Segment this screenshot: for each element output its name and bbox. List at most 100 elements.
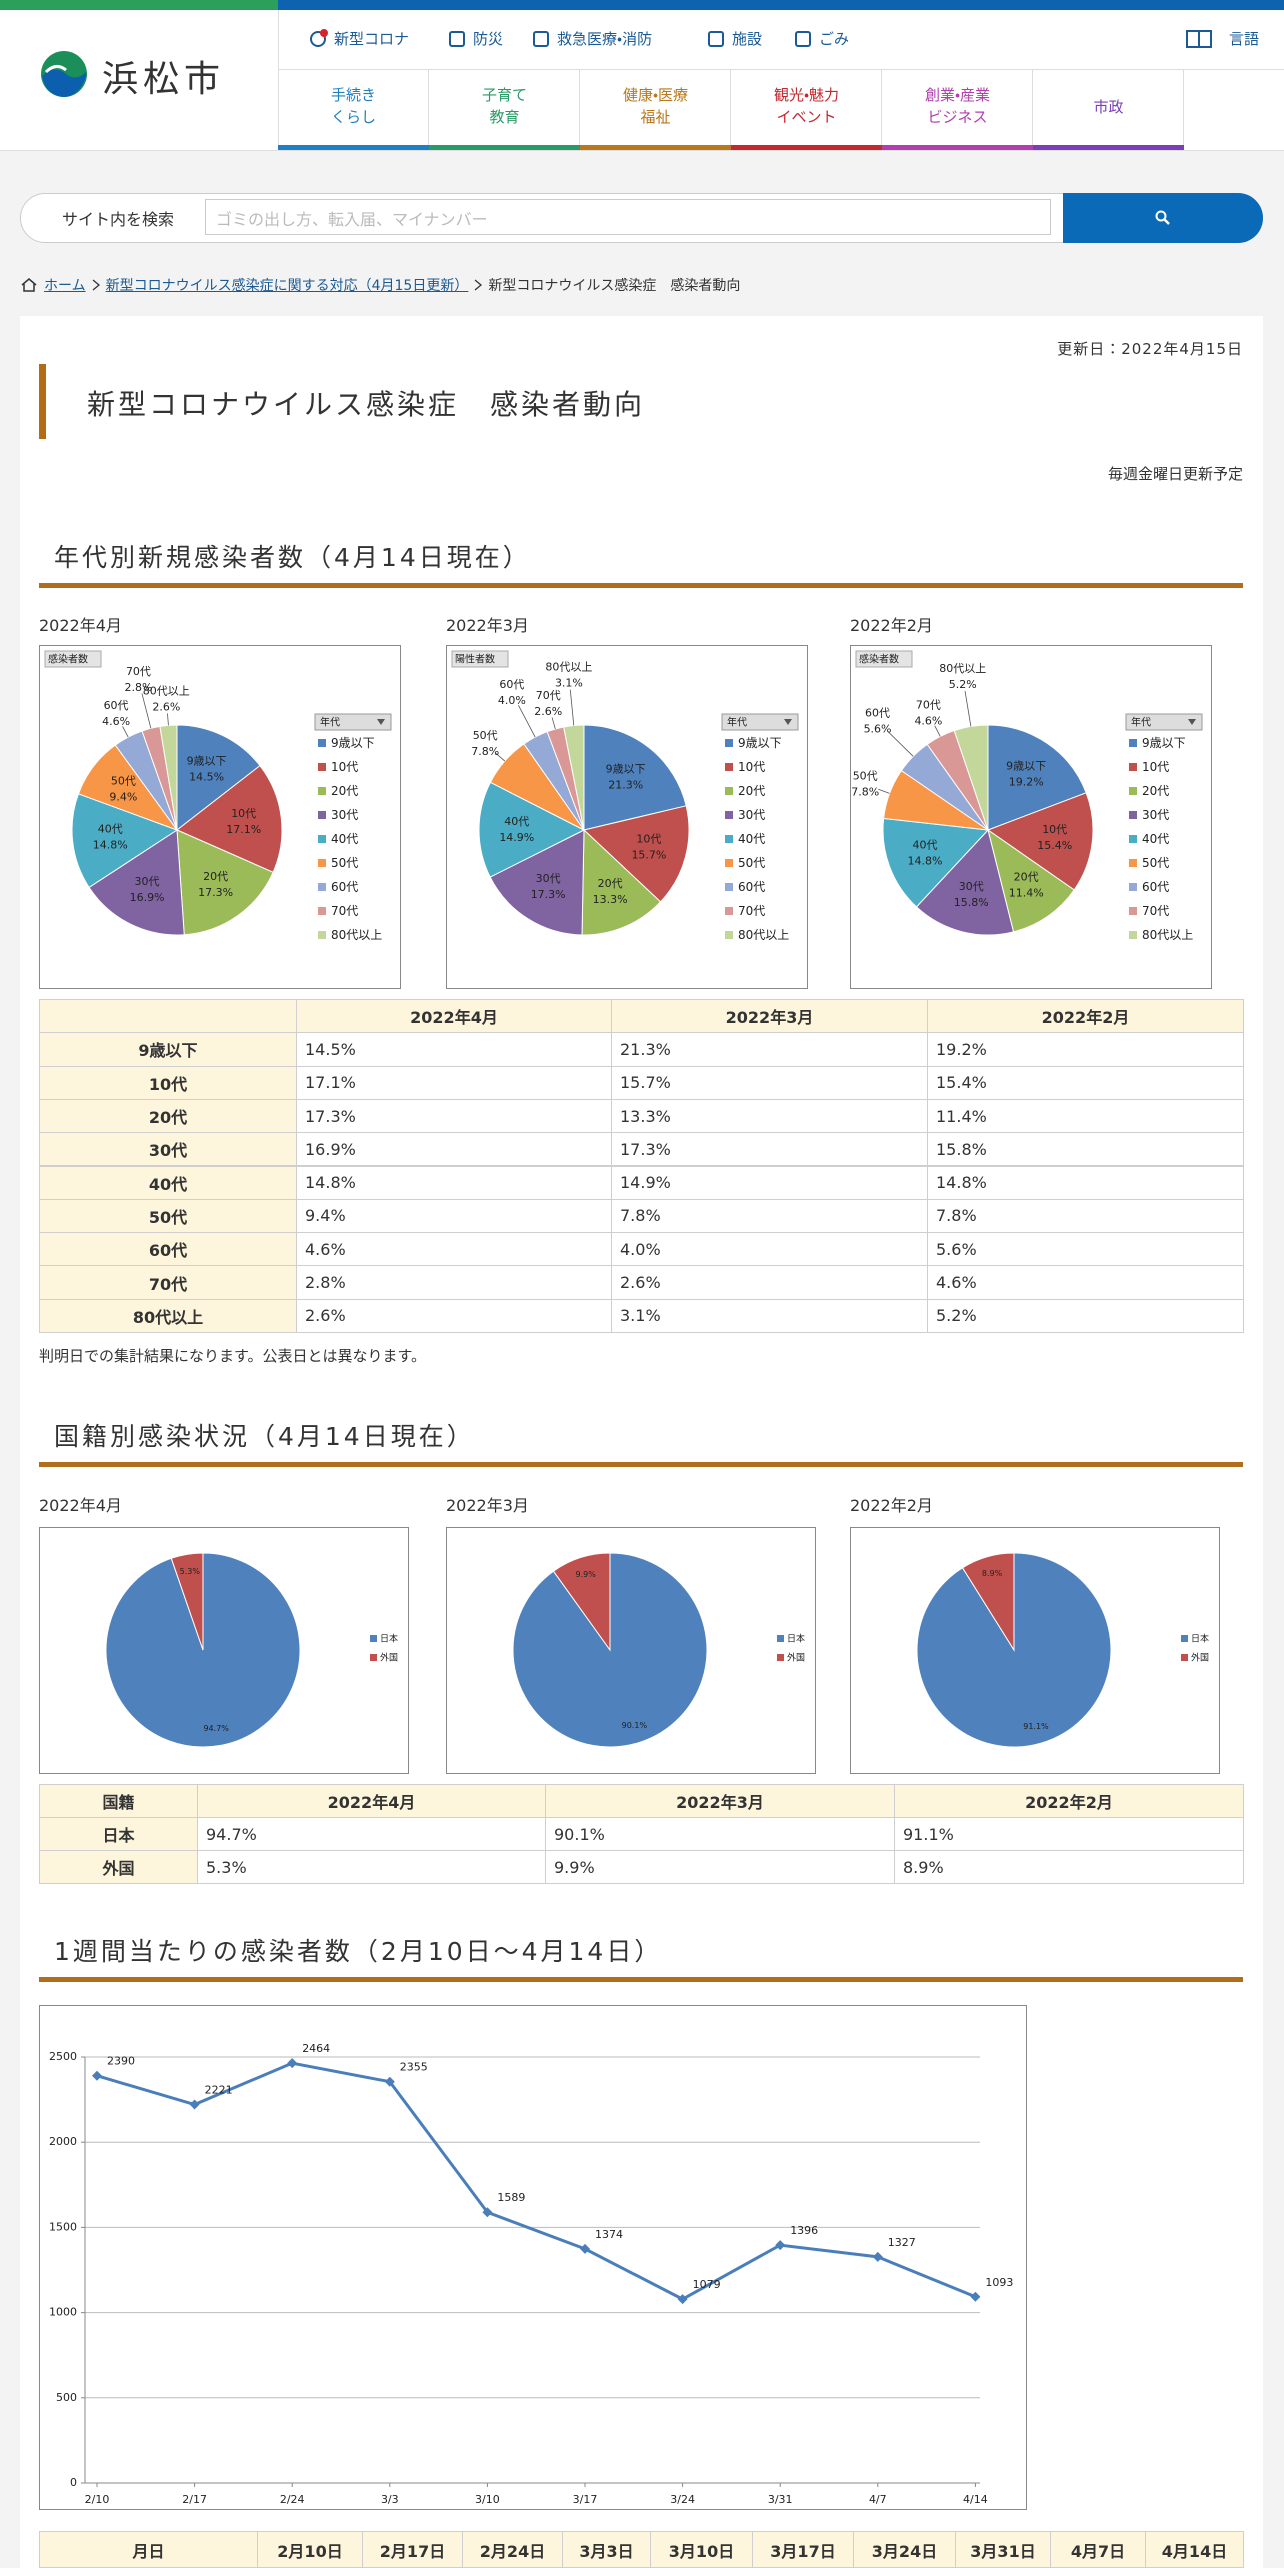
- legend-title: 年代: [727, 716, 747, 729]
- table-header-cell: 月日: [39, 2531, 258, 2568]
- utility-link[interactable]: 救急医療・消防: [557, 30, 653, 48]
- slice-name: 30代: [959, 880, 984, 893]
- pie-slice: [170, 1552, 204, 1651]
- leader-line: [964, 690, 972, 727]
- table-header-cell: 国籍: [39, 1784, 198, 1818]
- slice-name: 60代: [104, 699, 129, 712]
- legend-label: 40代: [1142, 832, 1169, 846]
- legend-swatch: [725, 739, 733, 747]
- utility-divider: [278, 69, 1284, 70]
- search-button[interactable]: [1063, 193, 1263, 243]
- legend-label: 20代: [1142, 784, 1169, 798]
- slice-name: 20代: [1014, 870, 1039, 883]
- table-header-cell: 20代: [39, 1098, 297, 1134]
- slice-value: 19.2%: [1009, 776, 1044, 789]
- legend-label: 20代: [738, 784, 765, 798]
- legend-label: 60代: [331, 880, 358, 894]
- heading-rule: [39, 1462, 1243, 1467]
- table-header-cell: 外国: [39, 1850, 198, 1884]
- data-label: 1396: [790, 2224, 818, 2237]
- slice-name: 80代以上: [939, 662, 986, 675]
- table-cell: 2.8%: [296, 1265, 612, 1300]
- nav-item[interactable]: [1033, 70, 1184, 150]
- language-icon: [1186, 30, 1212, 48]
- slice-value: 14.8%: [93, 839, 128, 852]
- data-point: [970, 2291, 981, 2302]
- icon-shape: [449, 31, 465, 47]
- nav-item[interactable]: [429, 70, 580, 150]
- slice-name: 40代: [504, 815, 529, 828]
- pie-slice: [987, 724, 1087, 831]
- chart-title: 2022年2月: [850, 616, 933, 635]
- legend-label: 60代: [1142, 880, 1169, 894]
- utility-link[interactable]: 施設: [732, 30, 763, 48]
- table-header-cell: 3月10日: [650, 2531, 753, 2568]
- utility-icon: [708, 31, 724, 47]
- logo-text[interactable]: 浜松市: [102, 59, 226, 100]
- slice-name: 10代: [636, 832, 661, 845]
- data-label: 2464: [302, 2042, 330, 2055]
- nav-label: イベント: [776, 108, 837, 126]
- legend-swatch: [1181, 1654, 1188, 1661]
- table-cell: 4.6%: [296, 1232, 612, 1267]
- table-cell: 5.6%: [927, 1232, 1244, 1267]
- legend-swatch: [318, 739, 326, 747]
- nav-item[interactable]: [278, 70, 429, 150]
- legend-label: 日本: [787, 1633, 805, 1645]
- pie-slice: [88, 829, 185, 936]
- legend-label: 70代: [331, 904, 358, 918]
- table-cell: 16.9%: [296, 1132, 612, 1167]
- utility-link[interactable]: 新型コロナ: [334, 30, 410, 48]
- legend-label: 50代: [331, 856, 358, 870]
- table-cell: 21.3%: [611, 1032, 928, 1067]
- field-button: [451, 650, 509, 668]
- pie-slice: [961, 1552, 1015, 1652]
- utility-icon: [795, 31, 811, 47]
- heading-rule: [39, 1977, 1243, 1982]
- section-heading: 国籍別感染状況（4月14日現在）: [54, 1422, 475, 1451]
- data-label: 1327: [888, 2236, 916, 2249]
- nav-item[interactable]: [731, 70, 882, 150]
- updated-date: 更新日：2022年4月15日: [1057, 340, 1243, 358]
- slice-value: 15.7%: [631, 848, 666, 861]
- search-input[interactable]: ゴミの出し方、転入届、マイナンバー: [205, 199, 1051, 235]
- language-link[interactable]: 言語: [1229, 30, 1260, 48]
- slice-name: 70代: [126, 665, 151, 678]
- legend-swatch: [1129, 859, 1137, 867]
- icon-shape: [708, 31, 724, 47]
- slice-name: 40代: [913, 838, 938, 851]
- legend-dropdown: [1188, 719, 1196, 725]
- title-bar: [39, 364, 46, 439]
- slice-value: 7.8%: [851, 785, 879, 798]
- y-tick-label: 2000: [49, 2135, 77, 2148]
- table-header-cell: 2月10日: [257, 2531, 363, 2568]
- pie-slice: [583, 724, 687, 831]
- breadcrumb-item[interactable]: 新型コロナウイルス感染症に関する対応（4月15日更新）: [105, 278, 469, 294]
- slice-name: 80代以上: [143, 684, 190, 697]
- data-label: 1079: [693, 2278, 721, 2291]
- data-label: 2390: [107, 2055, 135, 2068]
- legend-swatch: [318, 883, 326, 891]
- slice-value: 17.1%: [226, 823, 261, 836]
- nav-label: 子育て: [481, 86, 527, 104]
- utility-link[interactable]: 防災: [473, 30, 504, 48]
- slice-value: 17.3%: [531, 888, 566, 901]
- section-heading: 年代別新規感染者数（4月14日現在）: [54, 543, 531, 572]
- slice-value: 17.3%: [198, 886, 233, 899]
- slice-name: 30代: [536, 872, 561, 885]
- utility-link[interactable]: ごみ: [819, 30, 850, 48]
- table-cell: 90.1%: [545, 1817, 895, 1851]
- nav-item[interactable]: [882, 70, 1033, 150]
- slice-value: 15.8%: [954, 896, 989, 909]
- slice-value: 4.6%: [102, 715, 130, 728]
- search-label: サイト内を検索: [62, 210, 175, 229]
- update-schedule: 毎週金曜日更新予定: [1107, 465, 1243, 483]
- legend-label: 30代: [331, 808, 358, 822]
- slice-value: 3.1%: [555, 677, 583, 690]
- legend-label: 70代: [1142, 904, 1169, 918]
- nav-label: 創業・産業: [924, 86, 991, 104]
- slice-value: 14.8%: [908, 854, 943, 867]
- table-header-cell: 2022年3月: [545, 1784, 895, 1818]
- breadcrumb-item[interactable]: ホーム: [44, 278, 86, 294]
- nav-item[interactable]: [580, 70, 731, 150]
